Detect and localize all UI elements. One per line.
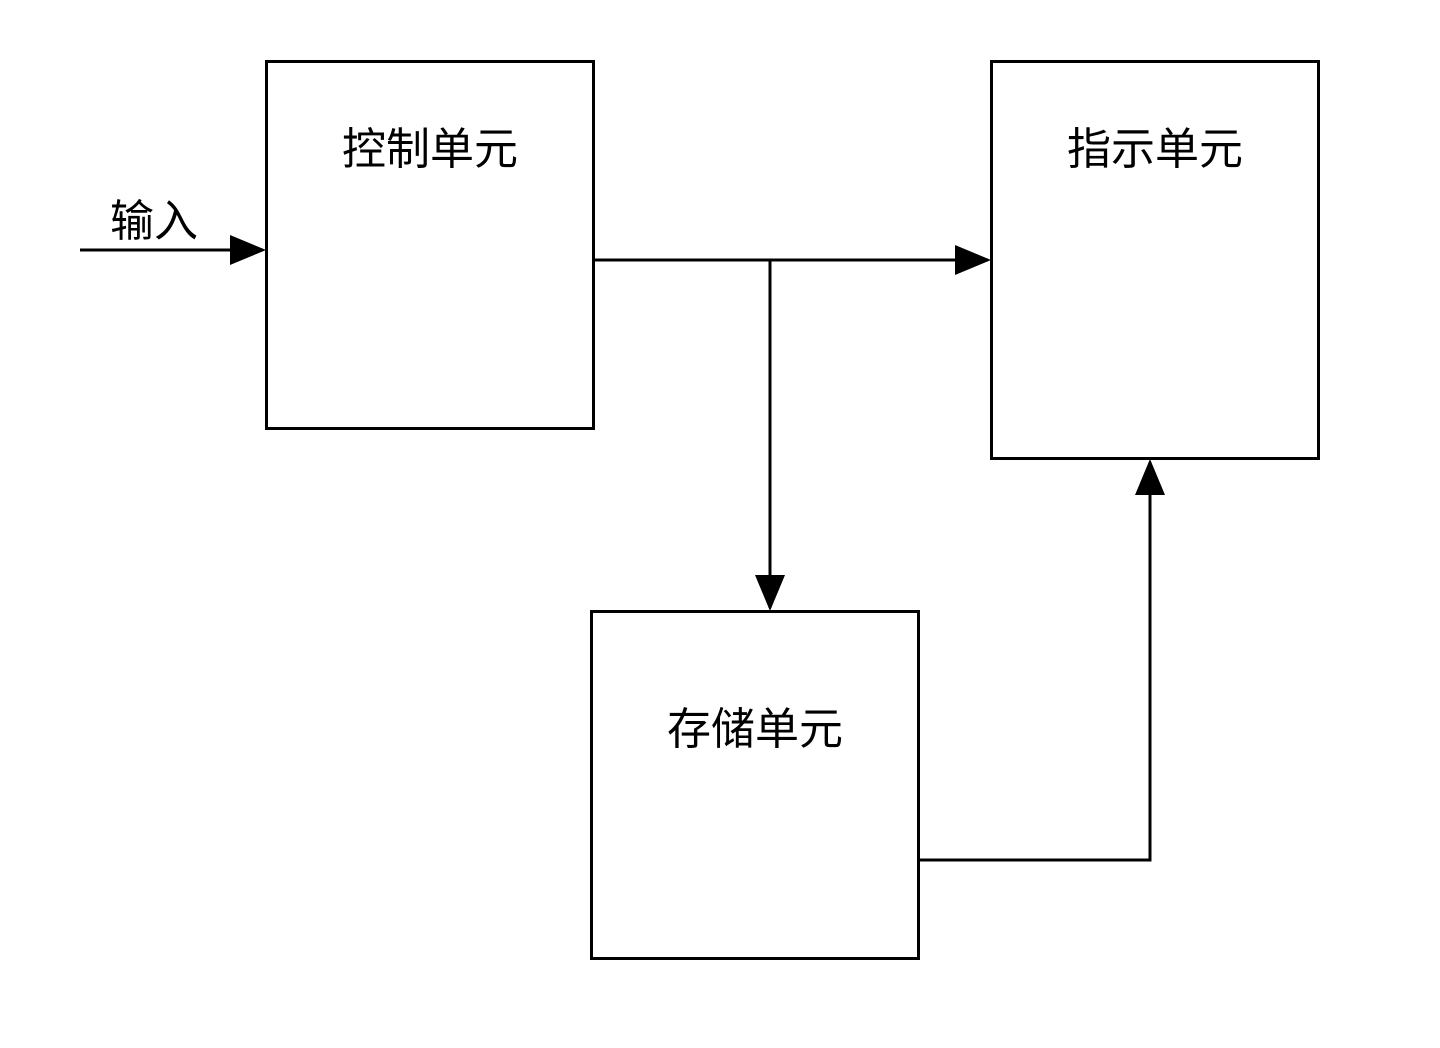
block-diagram: 输入 控制单元 指示单元 存储单元 (50, 30, 1390, 1018)
edge-storage-to-indicator (50, 30, 1390, 1018)
